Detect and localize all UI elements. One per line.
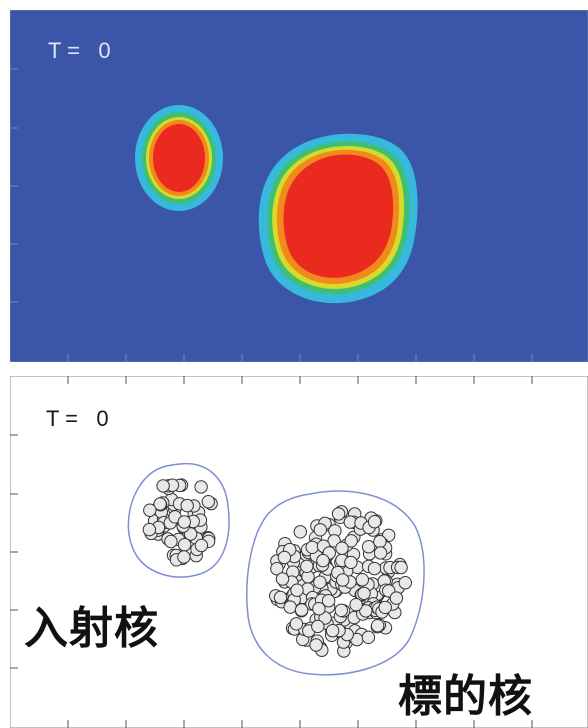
target-density-blob: [258, 133, 418, 304]
nucleon: [313, 523, 327, 537]
nucleon: [359, 604, 373, 618]
nucleon: [309, 638, 323, 652]
target-outline: [246, 490, 425, 676]
nucleon: [370, 619, 385, 633]
nucleon: [143, 503, 157, 517]
nucleon: [313, 575, 327, 589]
nucleon: [300, 559, 314, 574]
top-time-label: T = 0: [48, 38, 111, 63]
nucleon: [177, 515, 192, 529]
nucleon: [177, 550, 191, 564]
nucleon: [156, 479, 170, 493]
nucleon: [389, 591, 404, 605]
nucleon-map-ticks: [10, 376, 533, 728]
nucleon: [142, 522, 157, 537]
projectile-nucleus-label: 入射核: [24, 603, 159, 654]
nucleon: [344, 534, 358, 548]
nucleon: [361, 630, 376, 644]
nucleon: [277, 550, 292, 565]
nucleon: [283, 600, 297, 614]
nucleon: [373, 546, 388, 560]
target-nucleons: [269, 505, 412, 658]
nucleon: [201, 495, 216, 509]
nucleon: [305, 540, 319, 555]
nucleon: [318, 611, 332, 625]
nucleon: [153, 497, 167, 511]
nucleon: [367, 561, 382, 576]
nucleon: [316, 553, 330, 568]
density-map-ticks: [10, 68, 533, 362]
nucleon: [180, 498, 194, 513]
nucleon: [311, 619, 325, 634]
projectile-nucleons: [142, 478, 218, 567]
nucleon: [312, 602, 326, 616]
nucleon: [294, 603, 309, 617]
target-nucleus-label: 標的核: [398, 671, 533, 722]
nucleon: [344, 555, 358, 570]
nucleon: [336, 573, 350, 587]
nucleon: [361, 540, 376, 554]
projectile-outline: [127, 462, 230, 578]
density-map: [10, 10, 588, 362]
nucleon: [273, 590, 288, 605]
nucleon: [293, 525, 307, 539]
nucleon-panel: T = 0: [10, 376, 588, 728]
nucleon: [357, 586, 371, 601]
projectile-density-blob: [135, 105, 223, 211]
nucleon: [335, 541, 349, 555]
nucleon: [367, 515, 382, 529]
nucleon: [349, 598, 363, 612]
nucleon: [331, 507, 346, 521]
density-map-panel: T = 0: [10, 10, 588, 362]
nucleon: [290, 583, 304, 597]
nucleon: [321, 594, 336, 608]
nucleon: [270, 562, 284, 576]
nucleon: [289, 617, 304, 631]
nucleon: [394, 560, 408, 575]
nucleon: [325, 624, 340, 638]
nucleon-map: [10, 376, 588, 728]
nucleon: [194, 480, 208, 494]
nucleon: [194, 538, 209, 553]
nucleon: [164, 534, 178, 549]
nucleon: [378, 600, 392, 615]
bottom-time-label: T = 0: [46, 406, 109, 431]
nucleon: [177, 538, 192, 552]
nucleon: [373, 534, 387, 549]
nucleon: [275, 572, 290, 586]
nucleon: [355, 573, 369, 587]
nucleon: [398, 576, 412, 590]
nucleon: [334, 603, 348, 618]
